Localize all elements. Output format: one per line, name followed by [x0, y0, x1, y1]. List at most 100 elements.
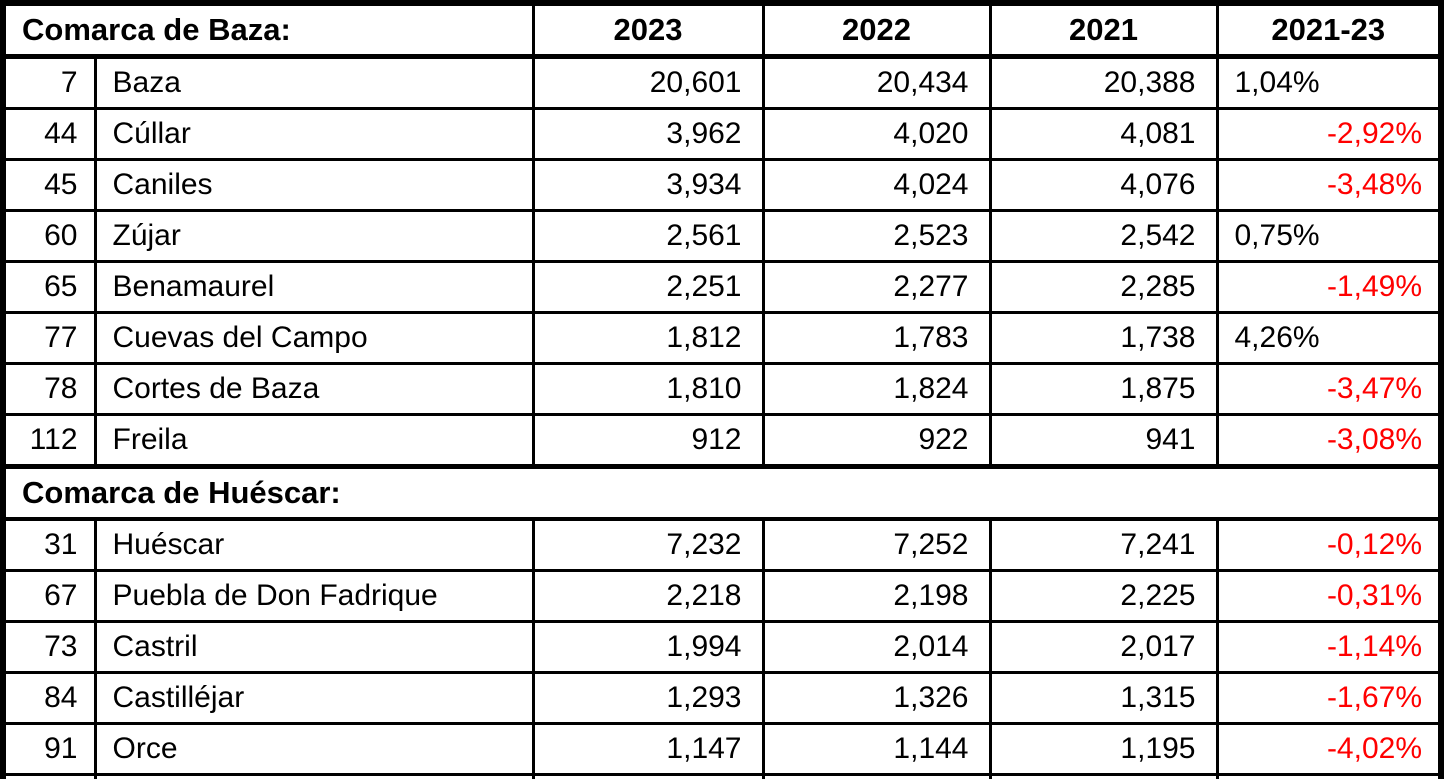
population-2021-cell: 2,285 — [988, 260, 1219, 314]
municipality-cell: Zújar — [93, 209, 535, 263]
population-2022-cell: 1,126 — [761, 773, 992, 779]
col-header-2023: 2023 — [531, 1, 765, 59]
population-2021-cell: 4,076 — [988, 158, 1219, 212]
municipality-cell: Freila — [93, 413, 535, 468]
col-header-2021: 2021 — [988, 1, 1219, 59]
table-body: 7 Baza 20,601 20,434 20,388 1,04% 44 Cúllar 3,96… — [1, 55, 1443, 779]
table-row: 31 Huéscar 7,232 7,252 7,241 -0,12% — [1, 517, 1443, 572]
change-percent-cell: -3,48% — [1215, 158, 1443, 212]
table-row: 7 Baza 20,601 20,434 20,388 1,04% — [1, 55, 1443, 110]
change-percent-cell: 1,04% — [1215, 55, 1443, 110]
rank-cell: 31 — [1, 517, 97, 572]
population-2021-cell: 1,128 — [988, 773, 1219, 779]
header-row: Comarca de Baza: 2023 2022 2021 2021-23 — [1, 1, 1443, 59]
table-header: Comarca de Baza: 2023 2022 2021 2021-23 — [1, 1, 1443, 59]
population-2023-cell: 1,147 — [531, 722, 765, 776]
change-percent-cell: 0,75% — [1215, 209, 1443, 263]
population-2023-cell: 3,934 — [531, 158, 765, 212]
rank-cell: 65 — [1, 260, 97, 314]
population-2022-cell: 7,252 — [761, 517, 992, 572]
table-row: 65 Benamaurel 2,251 2,277 2,285 -1,49% — [1, 260, 1443, 314]
table-row: 94Galera1,1071,1261,128-1,86% — [1, 773, 1443, 779]
population-2022-cell: 20,434 — [761, 55, 992, 110]
table-row: 77 Cuevas del Campo 1,812 1,783 1,738 4,26% — [1, 311, 1443, 365]
rank-cell: 60 — [1, 209, 97, 263]
table-row: 67 Puebla de Don Fadrique 2,218 2,198 2,225-… — [1, 569, 1443, 623]
municipality-cell: Castilléjar — [93, 671, 535, 725]
rank-cell: 7 — [1, 55, 97, 110]
population-2021-cell: 941 — [988, 413, 1219, 468]
section-title-baza: Comarca de Baza: — [1, 1, 535, 59]
table-row: 112 Freila 912 922 941 -3,08% — [1, 413, 1443, 468]
population-2023-cell: 20,601 — [531, 55, 765, 110]
population-2021-cell: 20,388 — [988, 55, 1219, 110]
municipality-cell: Cuevas del Campo — [93, 311, 535, 365]
table-row: 60 Zújar 2,561 2,523 2,542 0,75% — [1, 209, 1443, 263]
table-row: 73 Castril 1,994 2,014 2,017 -1,14% — [1, 620, 1443, 674]
municipality-cell: Orce — [93, 722, 535, 776]
population-2023-cell: 7,232 — [531, 517, 765, 572]
col-header-change-2021-23: 2021-23 — [1215, 1, 1443, 59]
population-2022-cell: 1,783 — [761, 311, 992, 365]
population-2023-cell: 1,994 — [531, 620, 765, 674]
population-2021-cell: 2,542 — [988, 209, 1219, 263]
table-row: 44 Cúllar 3,962 4,020 4,081 -2,92% — [1, 107, 1443, 161]
rank-cell: 73 — [1, 620, 97, 674]
change-percent-cell: -0,31% — [1215, 569, 1443, 623]
population-2022-cell: 922 — [761, 413, 992, 468]
change-percent-cell: -3,47% — [1215, 362, 1443, 416]
population-2022-cell: 4,024 — [761, 158, 992, 212]
col-header-2022: 2022 — [761, 1, 992, 59]
rank-cell: 78 — [1, 362, 97, 416]
change-percent-cell: -3,08% — [1215, 413, 1443, 468]
population-2023-cell: 1,107 — [531, 773, 765, 779]
population-2021-cell: 2,225 — [988, 569, 1219, 623]
population-2021-cell: 2,017 — [988, 620, 1219, 674]
population-2022-cell: 1,144 — [761, 722, 992, 776]
population-2022-cell: 2,198 — [761, 569, 992, 623]
population-2022-cell: 1,824 — [761, 362, 992, 416]
change-percent-cell: -1,49% — [1215, 260, 1443, 314]
population-2022-cell: 4,020 — [761, 107, 992, 161]
change-percent-cell: -1,86% — [1215, 773, 1443, 779]
population-2023-cell: 1,812 — [531, 311, 765, 365]
rank-cell: 91 — [1, 722, 97, 776]
table-row: 78 Cortes de Baza 1,810 1,824 1,875 -3,47% — [1, 362, 1443, 416]
change-percent-cell: -1,14% — [1215, 620, 1443, 674]
population-2023-cell: 912 — [531, 413, 765, 468]
population-2022-cell: 1,326 — [761, 671, 992, 725]
change-percent-cell: 4,26% — [1215, 311, 1443, 365]
rank-cell: 77 — [1, 311, 97, 365]
table-row: 84 Castilléjar 1,293 1,326 1,315 -1,67% — [1, 671, 1443, 725]
municipality-cell: Benamaurel — [93, 260, 535, 314]
population-2021-cell: 1,875 — [988, 362, 1219, 416]
change-percent-cell: -0,12% — [1215, 517, 1443, 572]
population-2021-cell: 1,738 — [988, 311, 1219, 365]
population-2022-cell: 2,523 — [761, 209, 992, 263]
rank-cell: 45 — [1, 158, 97, 212]
municipality-cell: Galera — [93, 773, 535, 779]
change-percent-cell: -2,92% — [1215, 107, 1443, 161]
population-2021-cell: 4,081 — [988, 107, 1219, 161]
table-row: 91 Orce 1,147 1,144 1,195 -4,02% — [1, 722, 1443, 776]
rank-cell: 44 — [1, 107, 97, 161]
rank-cell: 84 — [1, 671, 97, 725]
population-2023-cell: 1,810 — [531, 362, 765, 416]
population-2022-cell: 2,277 — [761, 260, 992, 314]
population-2021-cell: 1,315 — [988, 671, 1219, 725]
municipality-cell: Huéscar — [93, 517, 535, 572]
rank-cell: 112 — [1, 413, 97, 468]
municipality-cell: Caniles — [93, 158, 535, 212]
table-row: 45 Caniles 3,934 4,024 4,076 -3,48% — [1, 158, 1443, 212]
municipality-cell: Puebla de Don Fadrique — [93, 569, 535, 623]
population-2023-cell: 1,293 — [531, 671, 765, 725]
section-title-row: Comarca de Huéscar: — [1, 464, 1443, 521]
population-2021-cell: 1,195 — [988, 722, 1219, 776]
population-2022-cell: 2,014 — [761, 620, 992, 674]
population-2021-cell: 7,241 — [988, 517, 1219, 572]
municipality-cell: Castril — [93, 620, 535, 674]
change-percent-cell: -4,02% — [1215, 722, 1443, 776]
municipality-cell: Baza — [93, 55, 535, 110]
